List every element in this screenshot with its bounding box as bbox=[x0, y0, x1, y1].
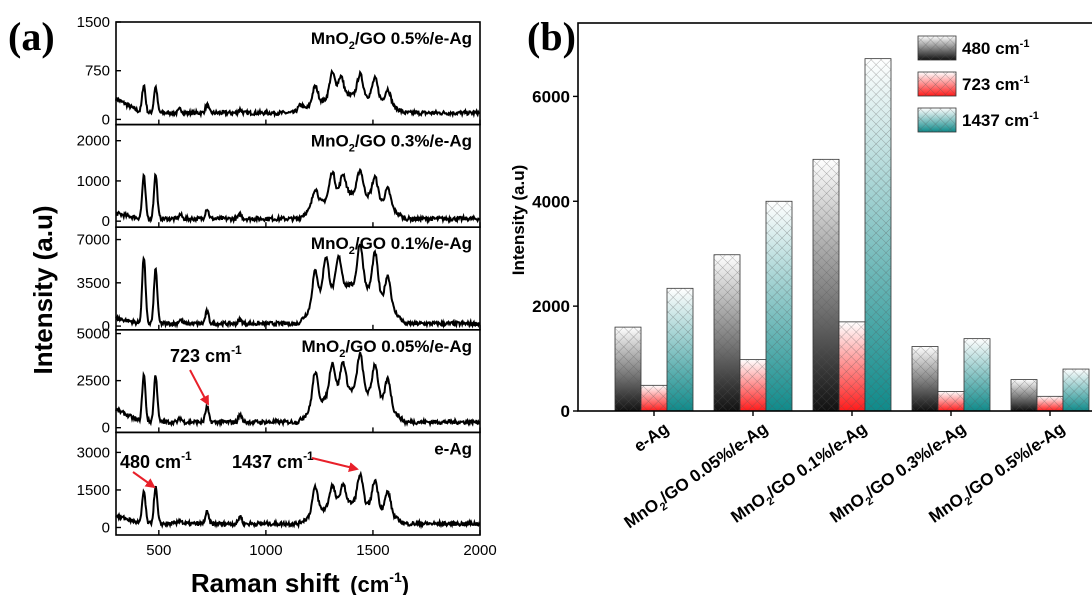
y-tick-label-b: 6000 bbox=[532, 87, 570, 106]
y-tick-label: 2500 bbox=[77, 373, 110, 390]
y-axis-title: Intensity (a.u) bbox=[28, 205, 58, 374]
panel-a-letter: (a) bbox=[8, 14, 55, 59]
arrow-480 bbox=[132, 471, 156, 489]
bar-hatch bbox=[667, 288, 693, 411]
spectrum-label: MnO2/GO 0.3%/e-Ag bbox=[311, 132, 472, 155]
x-tick-label: 500 bbox=[146, 542, 171, 559]
legend-swatch-hatch bbox=[918, 36, 956, 60]
x-axis-ticks: 500 1000 1500 2000 bbox=[146, 542, 496, 559]
legend-swatch-hatch bbox=[918, 72, 956, 96]
y-tick-label: 1500 bbox=[77, 482, 110, 499]
y-tick-label: 7000 bbox=[77, 232, 110, 249]
bar-hatch bbox=[964, 338, 990, 411]
spectrum-frame bbox=[115, 431, 481, 536]
spectrum-line bbox=[115, 352, 481, 428]
bar-hatch bbox=[865, 58, 891, 411]
arrow-1437 bbox=[311, 457, 359, 472]
bar-hatch bbox=[813, 159, 839, 411]
y-tick-label: 1500 bbox=[77, 14, 110, 31]
plot-frame-b bbox=[577, 22, 1092, 412]
bar-hatch bbox=[1063, 369, 1089, 411]
y-axis-ticks-b: 0 2000 4000 6000 bbox=[532, 87, 578, 421]
arrow-723 bbox=[189, 369, 209, 406]
y-tick-label: 0 bbox=[102, 213, 110, 230]
legend-swatch-hatch bbox=[918, 108, 956, 132]
y-tick-label: 0 bbox=[102, 111, 110, 128]
bar-hatch bbox=[938, 391, 964, 411]
legend: 480 cm-1 723 cm-1 1437 cm-1 bbox=[917, 35, 1039, 133]
bar-hatch bbox=[766, 201, 792, 411]
panel-a: (a) 0 750 1500 MnO2/GO 0.5%/e-Ag 0 1000 2000 Mn… bbox=[8, 14, 497, 595]
spectrum-line bbox=[115, 470, 481, 530]
y-tick-label: 3500 bbox=[77, 275, 110, 292]
bar-hatch bbox=[912, 346, 938, 411]
x-tick-label: 1500 bbox=[356, 542, 389, 559]
spectrum-line bbox=[115, 68, 481, 119]
legend-label: 1437 cm-1 bbox=[962, 110, 1039, 130]
spectrum-label: MnO2/GO 0.5%/e-Ag bbox=[311, 29, 472, 52]
spectrum-panel: 0 750 1500 MnO2/GO 0.5%/e-Ag bbox=[77, 14, 481, 128]
spectrum-panel: 0 1000 2000 MnO2/GO 0.3%/e-Ag bbox=[77, 123, 481, 230]
spectrum-label: MnO2/GO 0.1%/e-Ag bbox=[311, 234, 472, 257]
bar-hatch bbox=[1011, 379, 1037, 411]
bar-hatch bbox=[740, 359, 766, 411]
y-tick-label: 5000 bbox=[77, 326, 110, 343]
spectrum-panel: 0 2500 5000 MnO2/GO 0.05%/e-Ag bbox=[77, 326, 481, 437]
x-tick-label-b: e-Ag bbox=[630, 419, 672, 456]
y-tick-label: 3000 bbox=[77, 444, 110, 461]
raman-spectra-stack: 0 750 1500 MnO2/GO 0.5%/e-Ag 0 1000 2000 MnO2/G… bbox=[77, 14, 481, 536]
bar-hatch bbox=[641, 385, 667, 411]
spectrum-line bbox=[115, 243, 480, 329]
bar-hatch bbox=[1037, 396, 1063, 411]
legend-label: 480 cm-1 bbox=[962, 38, 1029, 58]
annotation-480: 480 cm-1 bbox=[120, 449, 192, 472]
annotation-1437: 1437 cm-1 bbox=[232, 449, 314, 472]
y-tick-label-b: 0 bbox=[561, 402, 570, 421]
panel-b-letter: (b) bbox=[527, 14, 576, 59]
bar-hatch bbox=[615, 327, 641, 411]
x-tick-label: 1000 bbox=[249, 542, 282, 559]
bar-group bbox=[614, 58, 1090, 412]
spectrum-line bbox=[115, 167, 480, 225]
y-tick-label: 0 bbox=[102, 318, 110, 335]
y-axis-title-b: Intensity (a.u) bbox=[509, 165, 528, 276]
x-tick-label: 2000 bbox=[463, 542, 496, 559]
legend-label: 723 cm-1 bbox=[962, 74, 1029, 94]
y-tick-label-b: 4000 bbox=[532, 192, 570, 211]
y-tick-label-b: 2000 bbox=[532, 297, 570, 316]
spectrum-panel: 0 3500 7000 MnO2/GO 0.1%/e-Ag bbox=[77, 226, 481, 335]
y-tick-label: 0 bbox=[102, 420, 110, 437]
y-tick-label: 0 bbox=[102, 519, 110, 536]
spectrum-panel: 0 1500 3000 e-Ag bbox=[77, 431, 481, 536]
spectrum-label: MnO2/GO 0.05%/e-Ag bbox=[301, 337, 472, 360]
y-tick-label: 2000 bbox=[77, 133, 110, 150]
bar-hatch bbox=[714, 254, 740, 411]
y-tick-label: 750 bbox=[85, 63, 110, 80]
x-axis-title: Raman shift (cm-1) bbox=[191, 568, 409, 595]
bar-hatch bbox=[839, 321, 865, 411]
y-tick-label: 1000 bbox=[77, 173, 110, 190]
spectrum-label: e-Ag bbox=[434, 439, 472, 458]
annotation-723: 723 cm-1 bbox=[170, 343, 242, 366]
